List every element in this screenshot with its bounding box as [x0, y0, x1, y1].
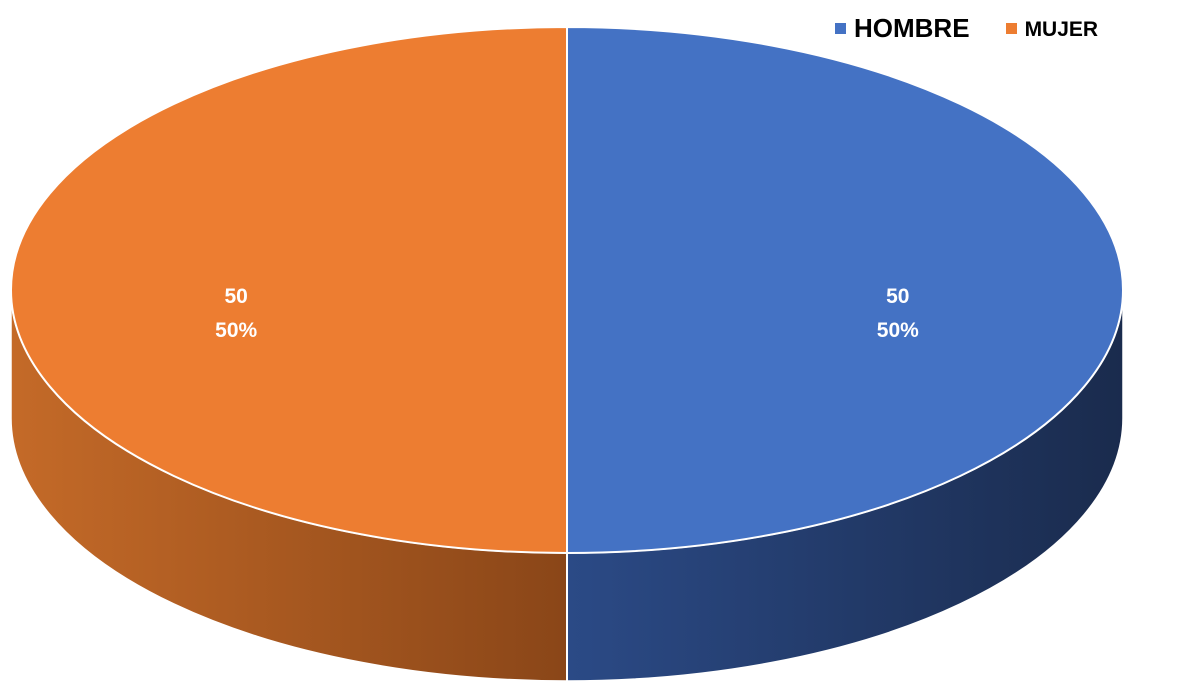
- legend-swatch-mujer: [1005, 22, 1017, 34]
- slice-percent-label-mujer: 50%: [215, 319, 257, 342]
- slice-percent-label-hombre: 50%: [877, 319, 919, 342]
- legend-item-hombre: HOMBRE: [835, 13, 970, 44]
- legend-swatch-hombre: [835, 22, 846, 34]
- legend: HOMBRE MUJER: [835, 10, 1134, 46]
- pie-tops: [10, 25, 1124, 555]
- legend-label-hombre: HOMBRE: [854, 12, 970, 43]
- pie-slice-mujer: [10, 25, 568, 555]
- pie-slice-hombre: [566, 25, 1124, 555]
- slice-value-label-hombre: 50: [886, 285, 909, 308]
- slice-value-label-mujer: 50: [225, 285, 248, 308]
- legend-label-mujer: MUJER: [1024, 18, 1099, 41]
- legend-item-mujer: MUJER: [1005, 14, 1099, 42]
